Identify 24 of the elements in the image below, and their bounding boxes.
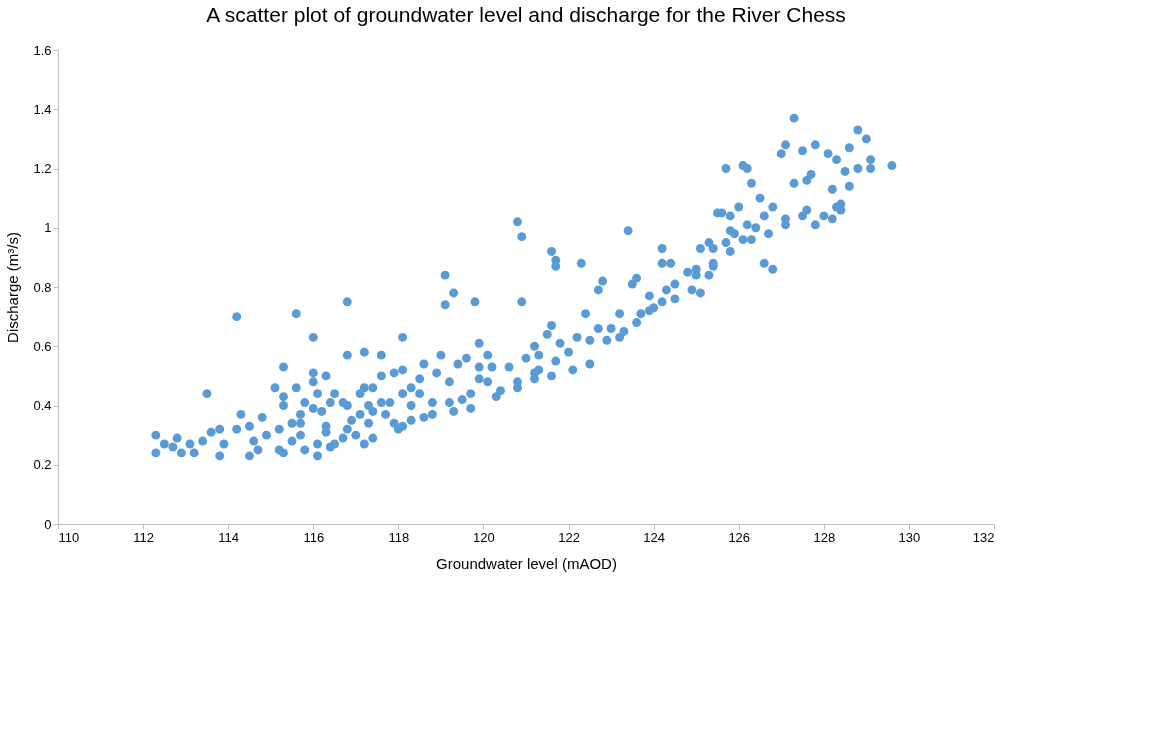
y-axis-title: Discharge (m³/s) [4,232,22,343]
y-tick-label: 0.6 [33,338,52,354]
chart-title: A scatter plot of groundwater level and discharge for the River Chess [206,3,846,26]
x-tick-label: 128 [813,529,836,545]
y-tick-label: 0.2 [33,457,52,473]
x-tick-label: 122 [558,529,580,545]
x-tick-label: 132 [972,529,995,545]
x-tick-label: 126 [728,529,751,545]
y-tick-label: 1 [44,220,52,236]
y-tick-label: 1.6 [33,42,52,58]
x-tick-label: 124 [643,529,665,545]
y-tick-label: 1.4 [33,101,52,117]
x-tick-label: 118 [388,529,410,545]
x-tick-label: 110 [58,529,80,545]
x-tick-label: 130 [898,529,921,545]
x-tick-label: 114 [218,529,240,545]
x-axis-title: Groundwater level (mAOD) [436,554,617,572]
y-tick-label: 0.8 [33,279,52,295]
y-tick-label: 0.4 [33,398,52,413]
y-tick-label: 0 [44,516,52,532]
y-tick-label: 1.2 [33,161,52,176]
x-tick-label: 112 [133,529,154,545]
x-tick-label: 116 [303,529,325,545]
x-tick-label: 120 [473,529,495,545]
